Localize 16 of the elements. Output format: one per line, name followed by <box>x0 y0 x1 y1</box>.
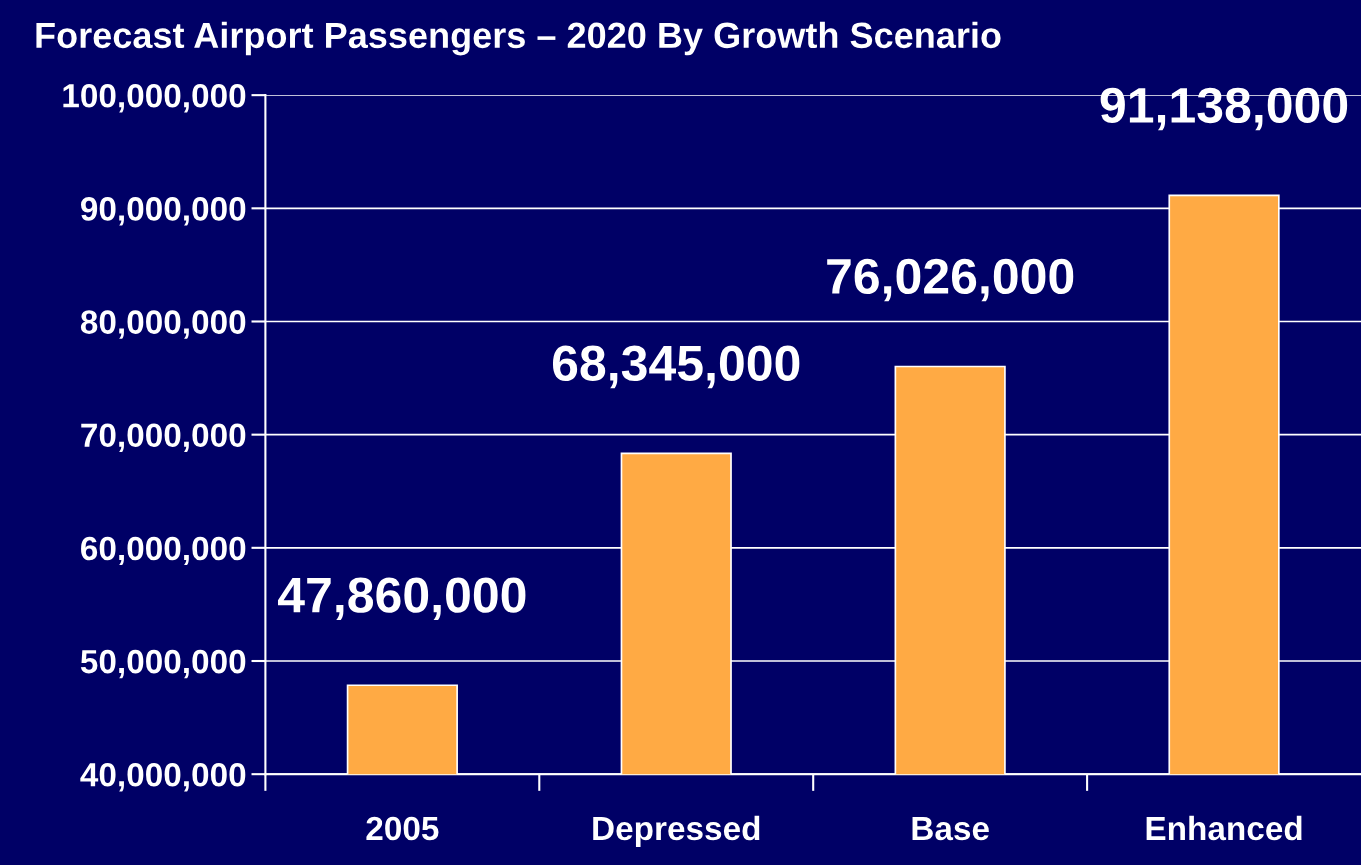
data-label: 47,860,000 <box>277 577 526 621</box>
y-tick-label: 90,000,000 <box>80 197 246 226</box>
y-tick-label: 50,000,000 <box>80 649 246 679</box>
chart-title: Forecast Airport Passengers – 2020 By Growth Scenario <box>36 21 1001 56</box>
x-tick-label: Depressed <box>593 815 760 847</box>
x-tick-label: 2005 <box>366 816 439 841</box>
data-label: 76,026,000 <box>827 258 1074 302</box>
y-tick-label: 40,000,000 <box>80 762 246 792</box>
x-tick-label: Enhanced <box>1146 815 1302 841</box>
x-tick-label: Base <box>912 817 989 841</box>
data-label: 91,138,000 <box>1100 87 1348 131</box>
y-tick-label: 70,000,000 <box>81 423 246 452</box>
y-tick-label: 60,000,000 <box>81 536 246 566</box>
data-label: 68,345,000 <box>552 345 800 389</box>
y-tick-label: 80,000,000 <box>80 310 246 339</box>
y-tick-label: 100,000,000 <box>63 83 246 113</box>
